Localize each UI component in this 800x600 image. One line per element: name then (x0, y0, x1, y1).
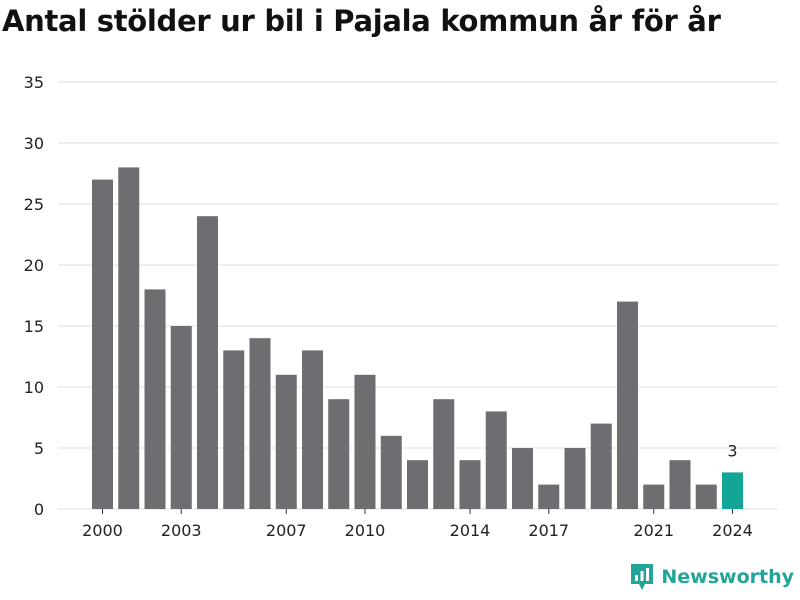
bar-2021 (643, 484, 665, 509)
y-tick-label: 25 (24, 195, 44, 214)
bar-2008 (302, 350, 323, 509)
y-tick-label: 10 (24, 378, 44, 397)
bar-2001 (118, 167, 140, 509)
bar-2024 (722, 472, 743, 509)
gridlines (58, 81, 778, 510)
x-tick-label: 2014 (450, 521, 491, 540)
bar-2020 (617, 301, 638, 509)
bar-2013 (433, 399, 455, 509)
bar-2009 (328, 399, 350, 509)
bar-2022 (669, 460, 691, 509)
bar-2016 (512, 448, 533, 509)
bar-2005 (223, 350, 245, 509)
bar-2017 (538, 484, 560, 509)
bar-2015 (485, 411, 507, 509)
newsworthy-logo: Newsworthy (629, 562, 794, 592)
y-tick-label: 5 (34, 439, 44, 458)
y-tick-label: 15 (24, 317, 44, 336)
x-tick-label: 2021 (633, 521, 674, 540)
bar-2003 (170, 326, 192, 509)
bar-2004 (197, 216, 218, 509)
brand-name: Newsworthy (661, 566, 794, 588)
bar-2019 (590, 423, 612, 509)
bar-2000 (92, 179, 113, 509)
x-tick-label: 2003 (161, 521, 202, 540)
bar-2006 (249, 338, 271, 509)
y-tick-label: 35 (24, 73, 44, 92)
bar-2011 (380, 435, 402, 509)
y-tick-label: 0 (34, 500, 44, 519)
y-axis-ticks: 0 5 10 15 20 25 30 35 (24, 73, 44, 519)
y-tick-label: 20 (24, 256, 44, 275)
newsworthy-logo-icon (631, 564, 654, 590)
bar-2010 (354, 374, 376, 509)
bars (92, 167, 743, 509)
bar-2002 (144, 289, 166, 509)
x-axis-ticks: 2000 2003 2007 2010 2014 2017 2021 2024 (82, 509, 753, 540)
x-tick-label: 2000 (82, 521, 123, 540)
data-label-2024: 3 (727, 441, 737, 460)
x-tick-label: 2010 (345, 521, 386, 540)
data-labels: 3 (727, 441, 737, 460)
x-tick-label: 2007 (266, 521, 307, 540)
bar-2012 (407, 460, 428, 509)
y-tick-label: 30 (24, 134, 44, 153)
x-tick-label: 2024 (712, 521, 753, 540)
bar-2014 (459, 460, 481, 509)
x-tick-label: 2017 (528, 521, 569, 540)
bar-2018 (564, 448, 586, 509)
bar-2023 (695, 484, 717, 509)
chart-title: Antal stölder ur bil i Pajala kommun år … (2, 4, 721, 38)
bar-2007 (275, 374, 297, 509)
